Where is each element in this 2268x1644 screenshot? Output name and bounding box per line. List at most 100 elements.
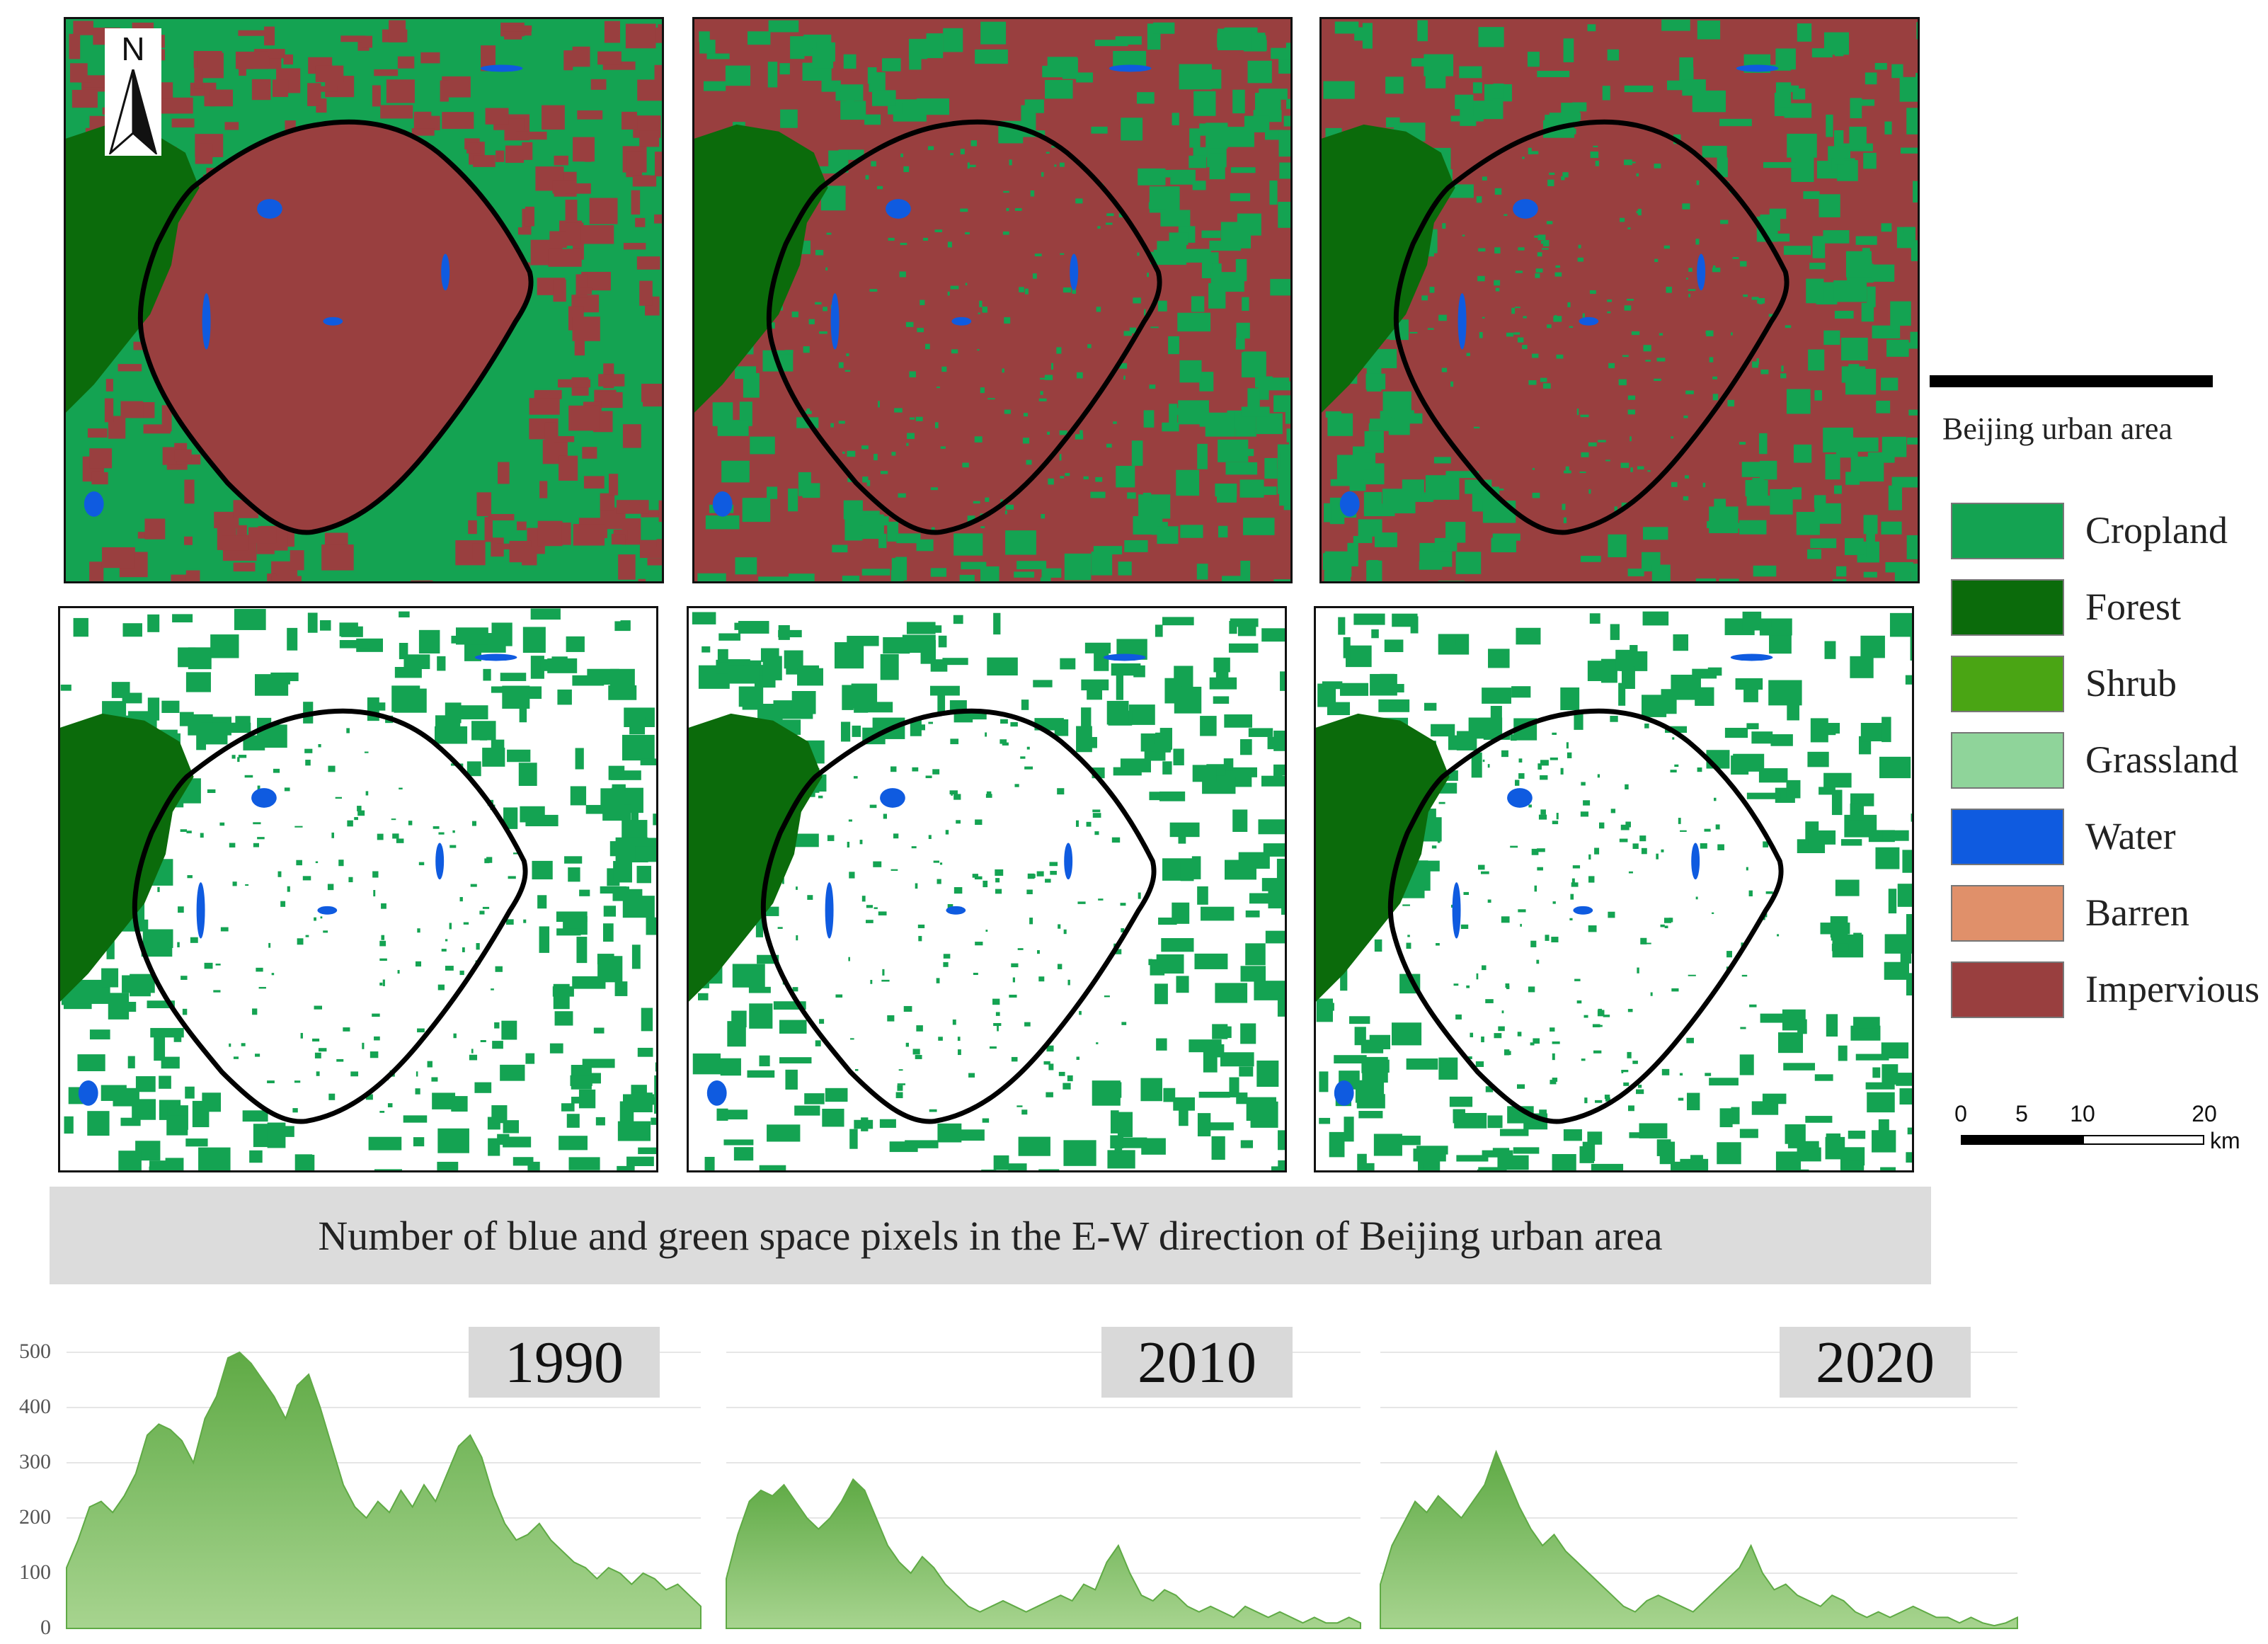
land-patch xyxy=(842,685,854,710)
land-patch xyxy=(399,787,403,789)
land-patch xyxy=(1215,658,1229,685)
land-patch xyxy=(1714,797,1717,801)
land-patch xyxy=(727,1021,746,1047)
land-patch xyxy=(576,937,588,964)
water-body xyxy=(78,1080,98,1106)
land-patch xyxy=(629,717,646,735)
land-patch xyxy=(268,942,271,948)
map-canvas xyxy=(1316,608,1912,1170)
water-body xyxy=(84,491,104,517)
land-patch xyxy=(182,1008,188,1015)
land-patch xyxy=(328,1093,336,1100)
water-body xyxy=(825,882,834,939)
land-patch xyxy=(143,424,171,434)
land-patch xyxy=(215,964,221,966)
land-patch xyxy=(1666,287,1672,293)
land-patch xyxy=(1106,213,1114,217)
land-patch xyxy=(380,105,413,119)
water-body xyxy=(1457,293,1467,350)
land-patch xyxy=(1642,942,1651,944)
land-patch xyxy=(1014,571,1035,578)
land-patch xyxy=(1138,494,1171,519)
land-patch xyxy=(975,49,1008,64)
land-patch xyxy=(525,1053,535,1064)
land-patch xyxy=(1746,867,1748,871)
land-patch xyxy=(1661,1068,1670,1075)
land-patch xyxy=(917,328,924,333)
land-patch xyxy=(394,666,422,678)
land-patch xyxy=(1705,331,1713,334)
land-patch xyxy=(1148,202,1167,210)
land-patch xyxy=(1391,1022,1422,1046)
land-patch xyxy=(982,307,987,313)
land-patch xyxy=(1588,442,1597,447)
land-patch xyxy=(869,804,877,809)
land-patch xyxy=(1095,476,1103,482)
legend-swatch xyxy=(1951,961,2064,1018)
land-patch xyxy=(1668,918,1673,923)
land-patch xyxy=(1063,1140,1096,1166)
forest-region xyxy=(694,124,828,413)
land-patch xyxy=(283,54,294,65)
land-patch xyxy=(1686,1037,1694,1044)
land-patch xyxy=(1047,57,1077,67)
land-patch xyxy=(204,962,213,969)
land-patch xyxy=(975,942,983,946)
land-patch xyxy=(887,1015,895,1022)
land-patch xyxy=(890,570,900,581)
land-patch xyxy=(1810,538,1837,549)
land-patch xyxy=(973,501,980,504)
land-patch xyxy=(1758,302,1763,304)
land-patch xyxy=(1589,290,1596,295)
land-patch xyxy=(1528,804,1532,808)
land-patch xyxy=(750,436,775,455)
land-patch xyxy=(589,198,618,224)
land-patch xyxy=(980,387,985,394)
land-patch xyxy=(557,689,572,705)
land-patch xyxy=(647,558,662,566)
urban-area-label: Beijing urban area xyxy=(1942,411,2172,446)
land-patch xyxy=(1889,612,1912,637)
land-patch xyxy=(830,423,834,428)
land-patch xyxy=(101,547,135,569)
land-patch xyxy=(825,267,828,271)
y-tick-label: 500 xyxy=(19,1340,51,1363)
land-patch xyxy=(347,820,353,827)
land-patch xyxy=(974,876,983,880)
land-patch xyxy=(1515,780,1520,786)
land-patch xyxy=(147,614,160,632)
land-patch xyxy=(651,1117,656,1125)
land-patch xyxy=(927,146,934,150)
land-patch xyxy=(292,1108,298,1113)
land-patch xyxy=(192,1100,210,1128)
land-patch xyxy=(1056,347,1062,354)
land-patch xyxy=(842,451,845,454)
land-patch xyxy=(1147,273,1149,278)
land-patch xyxy=(1627,395,1636,400)
land-patch xyxy=(1562,172,1569,178)
land-patch xyxy=(1537,234,1546,241)
land-patch xyxy=(1380,673,1395,692)
land-patch xyxy=(418,862,425,866)
land-patch xyxy=(1583,800,1591,806)
land-patch xyxy=(1273,764,1285,776)
land-patch xyxy=(1026,459,1032,465)
land-patch xyxy=(1382,391,1411,416)
land-patch xyxy=(735,557,757,575)
land-patch xyxy=(1046,1045,1054,1052)
land-patch xyxy=(1501,916,1510,923)
land-patch xyxy=(1238,852,1270,869)
land-patch xyxy=(762,656,782,680)
land-patch xyxy=(1030,190,1035,197)
land-patch xyxy=(600,788,624,812)
land-patch xyxy=(1196,564,1208,580)
land-patch xyxy=(210,89,233,107)
land-patch xyxy=(943,28,963,52)
land-patch xyxy=(1249,893,1271,904)
land-patch xyxy=(549,231,567,249)
land-cover-map-2010 xyxy=(692,17,1293,583)
land-patch xyxy=(1903,227,1915,234)
land-patch xyxy=(1850,98,1862,118)
legend-label: Forest xyxy=(2085,586,2181,628)
land-patch xyxy=(1242,297,1249,311)
